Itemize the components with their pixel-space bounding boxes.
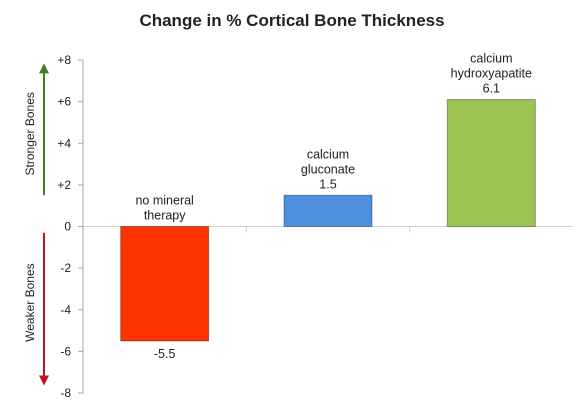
category-label: therapy: [144, 209, 186, 223]
y-tick-label: -6: [60, 344, 71, 358]
y-tick-label: +2: [57, 178, 71, 192]
stronger-bones-label: Stronger Bones: [23, 92, 37, 175]
category-label: hydroxyapatite: [451, 67, 532, 81]
category-label: no mineral: [135, 194, 193, 208]
y-tick-label: -2: [60, 261, 71, 275]
category-label: gluconate: [301, 162, 355, 176]
bar: [120, 226, 210, 342]
y-tick-label: +8: [57, 53, 71, 67]
y-tick-label: -8: [60, 386, 71, 400]
y-tick-label: +4: [57, 136, 71, 150]
data-label: -5.5: [154, 347, 176, 361]
y-tick-label: +6: [57, 95, 71, 109]
bars: [120, 99, 536, 342]
category-label: calcium: [470, 52, 512, 66]
data-label: 6.1: [483, 82, 500, 96]
chart-title: Change in % Cortical Bone Thickness: [139, 11, 444, 30]
bar: [283, 194, 373, 227]
category-label: calcium: [307, 147, 349, 161]
bar: [446, 99, 536, 227]
weaker-bones-label: Weaker Bones: [23, 263, 37, 342]
y-tick-label: 0: [64, 220, 71, 234]
data-label: 1.5: [319, 177, 336, 191]
side-annotations: Stronger Bones Weaker Bones: [23, 63, 49, 386]
y-tick-label: -4: [60, 303, 71, 317]
